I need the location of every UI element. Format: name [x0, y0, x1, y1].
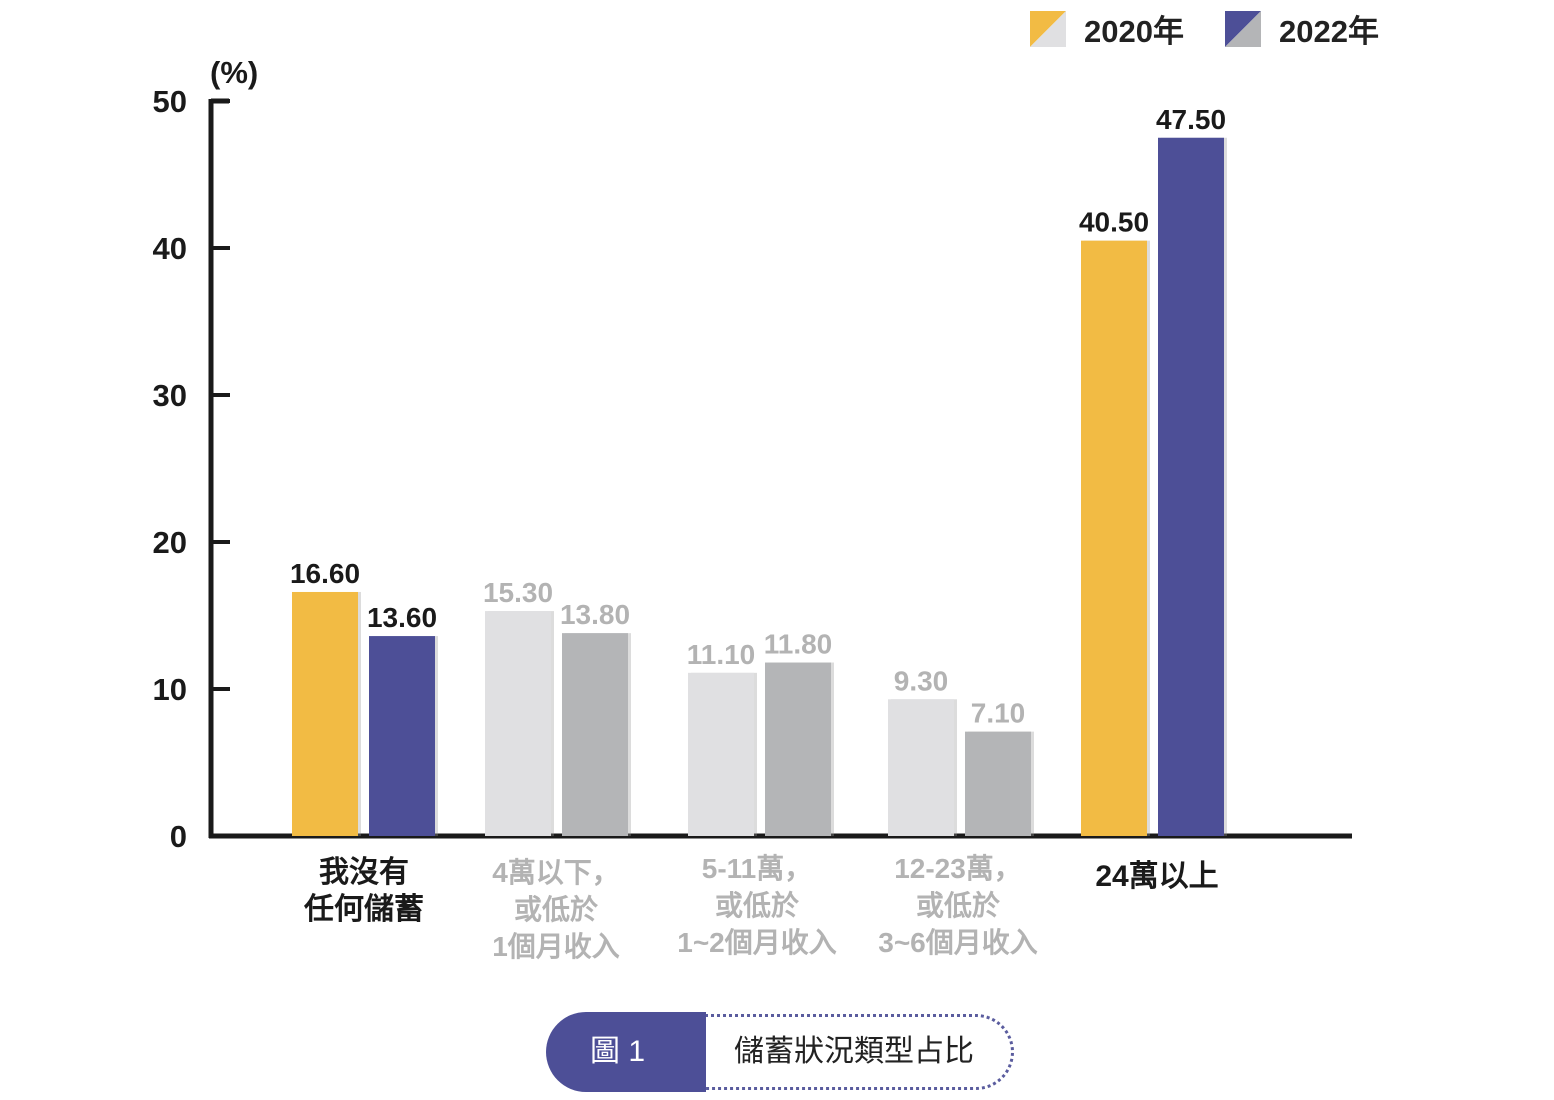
y-tick-label: 0 — [170, 819, 187, 854]
data-label: 7.10 — [971, 698, 1026, 729]
bar-2022年-3 — [965, 731, 1031, 836]
bar-2022年-0 — [369, 636, 435, 836]
bar-2022年-2 — [765, 662, 831, 836]
y-tick-label: 20 — [153, 525, 187, 560]
data-label: 11.80 — [764, 629, 833, 660]
bar-2020年-0 — [292, 591, 358, 836]
figure-caption: 儲蓄狀況類型占比 圖 1 — [546, 1012, 1016, 1092]
legend-swatch-2022 — [1225, 10, 1261, 47]
bar-2020年-2 — [688, 672, 754, 836]
data-label: 13.80 — [560, 599, 630, 630]
y-tick-label: 10 — [153, 672, 187, 707]
legend-label-2020: 2020年 — [1084, 14, 1184, 49]
legend-item-2020: 2020年 — [1030, 6, 1184, 51]
y-tick-label: 50 — [153, 84, 187, 119]
bar-2020年-4 — [1081, 240, 1147, 836]
y-tick-label: 40 — [153, 231, 187, 266]
x-category-label: 12-23萬， 或低於 3~6個月收入 — [878, 853, 1038, 958]
data-label: 11.10 — [687, 639, 756, 670]
data-label: 15.30 — [483, 577, 553, 608]
legend-item-2022: 2022年 — [1225, 6, 1379, 51]
data-label: 16.60 — [290, 558, 360, 589]
x-category-label: 24萬以上 — [1095, 860, 1219, 893]
data-label: 9.30 — [894, 665, 949, 696]
data-label: 40.50 — [1079, 207, 1149, 238]
data-label: 47.50 — [1156, 104, 1226, 135]
legend-label-2022: 2022年 — [1279, 14, 1379, 49]
y-tick-label: 30 — [153, 378, 187, 413]
x-category-label: 5-11萬， 或低於 1~2個月收入 — [677, 853, 837, 958]
bar-2022年-1 — [562, 633, 628, 836]
bar-2022年-4 — [1158, 137, 1224, 836]
y-axis-label: (%) — [210, 55, 258, 90]
x-category-label: 我沒有 任何儲蓄 — [304, 856, 424, 926]
bar-2020年-1 — [485, 611, 551, 836]
legend-swatch-2020 — [1030, 10, 1066, 47]
bar-2020年-3 — [888, 699, 954, 836]
data-label: 13.60 — [367, 602, 437, 633]
caption-title: 儲蓄狀況類型占比 — [674, 1014, 1014, 1090]
x-category-label: 4萬以下， 或低於 1個月收入 — [492, 857, 620, 962]
caption-badge: 圖 1 — [546, 1012, 706, 1092]
